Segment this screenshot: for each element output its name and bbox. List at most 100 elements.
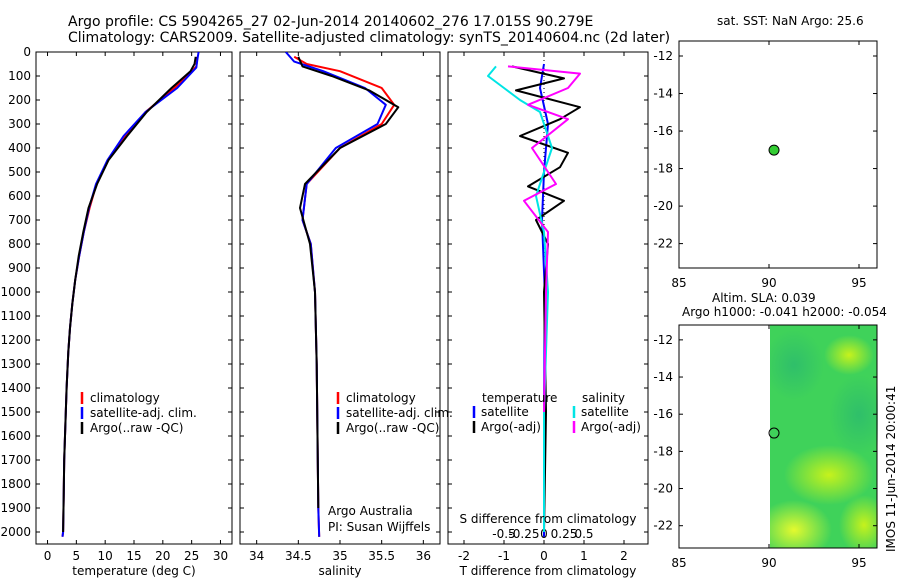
depth-tick-label: 600 bbox=[8, 189, 31, 203]
map-timestamp: IMOS 11-Jun-2014 20:00:41 bbox=[884, 385, 898, 552]
x-tick-label: 2 bbox=[620, 549, 628, 563]
argo-float-marker bbox=[768, 427, 780, 439]
x-tick-label: 20 bbox=[155, 549, 170, 563]
map-x-tick-label: 85 bbox=[671, 556, 686, 570]
map-y-tick-label: -20 bbox=[653, 199, 673, 213]
x-tick-label: 25 bbox=[184, 549, 199, 563]
depth-tick-label: 400 bbox=[8, 141, 31, 155]
legend-label: Argo(-adj) bbox=[481, 420, 541, 434]
legend-label: climatology bbox=[90, 391, 160, 405]
legend-label: satellite-adj. clim. bbox=[346, 406, 453, 420]
argo-float-marker bbox=[768, 144, 780, 156]
title-line-2: Climatology: CARS2009. Satellite-adjuste… bbox=[68, 30, 671, 46]
x-tick-label: 10 bbox=[98, 549, 113, 563]
legend-label: Argo(-adj) bbox=[581, 420, 641, 434]
series-line bbox=[487, 65, 553, 532]
map-x-tick-label: 90 bbox=[761, 276, 776, 290]
salinity-series bbox=[285, 52, 400, 537]
depth-tick-label: 700 bbox=[8, 213, 31, 227]
depth-tick-label: 1300 bbox=[0, 357, 31, 371]
legend-label: satellite-adj. clim. bbox=[90, 406, 197, 420]
x-tick-label: 35 bbox=[332, 549, 347, 563]
x-tick-label: 1 bbox=[580, 549, 588, 563]
sla-title: Altim. SLA: 0.039 bbox=[712, 291, 816, 305]
depth-tick-label: 1100 bbox=[0, 309, 31, 323]
map-x-tick-label: 95 bbox=[851, 276, 866, 290]
x-tick-label-s: -0.5 bbox=[492, 527, 515, 541]
legend-label: Argo(..raw -QC) bbox=[346, 421, 439, 435]
map-x-tick-label: 90 bbox=[761, 556, 776, 570]
legend-label: satellite bbox=[581, 405, 629, 419]
depth-tick-label: 1400 bbox=[0, 381, 31, 395]
x-tick-label: 30 bbox=[213, 549, 228, 563]
sla-field bbox=[770, 325, 878, 548]
depth-tick-label: 0 bbox=[23, 45, 31, 59]
salinity-frame bbox=[239, 51, 441, 545]
depth-tick-label: 2000 bbox=[0, 525, 31, 539]
map-y-tick-label: -16 bbox=[653, 124, 673, 138]
legend-label: Argo(..raw -QC) bbox=[90, 421, 183, 435]
map-y-tick-label: -18 bbox=[653, 444, 673, 458]
mapA-frame bbox=[678, 40, 878, 269]
sla-subtitle: Argo h1000: -0.041 h2000: -0.054 bbox=[682, 305, 887, 319]
x-axis-label-top: S difference from climatology bbox=[460, 512, 637, 526]
map-y-tick-label: -20 bbox=[653, 482, 673, 496]
x-tick-label: 0 bbox=[44, 549, 52, 563]
annotation-text: PI: Susan Wijffels bbox=[328, 520, 430, 534]
sst-title: sat. SST: NaN Argo: 25.6 bbox=[717, 14, 864, 28]
map-y-tick-label: -18 bbox=[653, 162, 673, 176]
depth-tick-label: 900 bbox=[8, 261, 31, 275]
x-axis-label: salinity bbox=[318, 564, 361, 578]
map-y-tick-label: -22 bbox=[653, 519, 673, 533]
series-line bbox=[62, 56, 197, 533]
differences-series bbox=[487, 63, 581, 537]
series-line bbox=[297, 56, 400, 509]
depth-tick-label: 800 bbox=[8, 237, 31, 251]
panel-differences: -2 -1 0 1 2-0.5-0.25 0 0.250.5T difference fro… bbox=[447, 51, 649, 578]
depth-tick-label: 1000 bbox=[0, 285, 31, 299]
panel-temperature: 0100200300400500600700800900100011001200… bbox=[0, 45, 233, 578]
map-y-tick-label: -14 bbox=[653, 370, 673, 384]
legend-title: temperature bbox=[482, 391, 557, 405]
x-axis-label: temperature (deg C) bbox=[72, 564, 195, 578]
legend-label: climatology bbox=[346, 391, 416, 405]
temperature-series bbox=[61, 52, 200, 537]
depth-tick-label: 1500 bbox=[0, 405, 31, 419]
series-line bbox=[507, 65, 581, 413]
legend-label: satellite bbox=[481, 405, 529, 419]
x-tick-label: 15 bbox=[126, 549, 141, 563]
sla-blob bbox=[770, 500, 832, 548]
sla-blob bbox=[784, 445, 874, 505]
x-tick-label: 5 bbox=[73, 549, 81, 563]
x-axis-label: T difference from climatology bbox=[459, 564, 637, 578]
map-y-tick-label: -12 bbox=[653, 49, 673, 63]
depth-tick-label: 500 bbox=[8, 165, 31, 179]
x-tick-label: 34.5 bbox=[285, 549, 312, 563]
sla-blob bbox=[824, 335, 874, 375]
sla-blob bbox=[829, 375, 878, 455]
map-y-tick-label: -16 bbox=[653, 407, 673, 421]
x-tick-label: 36 bbox=[416, 549, 431, 563]
series-line bbox=[511, 65, 581, 533]
x-tick-label: -2 bbox=[458, 549, 470, 563]
depth-tick-label: 1700 bbox=[0, 453, 31, 467]
series-line bbox=[285, 52, 387, 537]
legend-title: salinity bbox=[582, 391, 625, 405]
depth-tick-label: 200 bbox=[8, 93, 31, 107]
series-line bbox=[293, 55, 396, 537]
map-y-tick-label: -12 bbox=[653, 333, 673, 347]
depth-tick-label: 300 bbox=[8, 117, 31, 131]
differences-frame bbox=[447, 51, 649, 545]
x-tick-label: -1 bbox=[498, 549, 510, 563]
map-x-tick-label: 95 bbox=[851, 556, 866, 570]
x-tick-label: 34 bbox=[249, 549, 264, 563]
sla-blob bbox=[770, 330, 824, 400]
x-tick-label: 0 bbox=[540, 549, 548, 563]
map-y-tick-label: -22 bbox=[653, 237, 673, 251]
series-line bbox=[61, 52, 200, 537]
annotation-text: Argo Australia bbox=[328, 504, 413, 518]
map-x-tick-label: 85 bbox=[671, 276, 686, 290]
x-tick-label: 35.5 bbox=[368, 549, 395, 563]
